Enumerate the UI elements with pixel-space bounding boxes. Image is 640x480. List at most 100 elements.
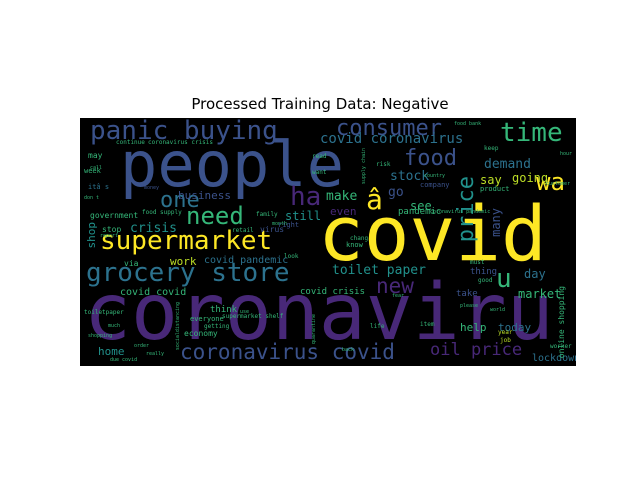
cloud-word: good bbox=[478, 277, 493, 284]
cloud-word: socialdistancing bbox=[175, 302, 181, 351]
cloud-word: economy bbox=[184, 329, 218, 338]
cloud-word: want bbox=[312, 169, 327, 176]
cloud-word: continue bbox=[116, 139, 145, 146]
cloud-word: life bbox=[370, 323, 385, 330]
cloud-word: may bbox=[88, 151, 103, 160]
cloud-word: coronaviru bbox=[84, 268, 554, 358]
cloud-word: food supply bbox=[142, 209, 182, 216]
cloud-word: supermarket shelf bbox=[222, 313, 284, 320]
cloud-word: keep bbox=[484, 145, 499, 152]
cloud-word: toilet paper bbox=[332, 263, 426, 278]
cloud-word: quarantine bbox=[311, 314, 317, 345]
cloud-word: order bbox=[134, 343, 150, 349]
cloud-word: please bbox=[460, 303, 479, 309]
cloud-word: worker bbox=[550, 343, 572, 350]
cloud-word: know bbox=[346, 241, 363, 249]
cloud-word: virus bbox=[260, 225, 285, 234]
cloud-word: help bbox=[460, 321, 487, 334]
cloud-word: covid bbox=[318, 189, 547, 278]
cloud-word: chang bbox=[350, 235, 369, 242]
cloud-word: thing bbox=[470, 267, 498, 277]
cloud-word: money bbox=[144, 185, 160, 191]
cloud-word: report bbox=[100, 233, 119, 239]
cloud-word: coronavirus crisis bbox=[148, 139, 214, 146]
cloud-word: customer bbox=[546, 181, 571, 187]
cloud-word: crisis bbox=[130, 221, 177, 236]
cloud-word: pandemic bbox=[398, 207, 442, 217]
cloud-word: read bbox=[312, 153, 327, 160]
cloud-word: stock bbox=[390, 169, 430, 184]
cloud-word: people bbox=[120, 128, 344, 201]
cloud-word: look bbox=[284, 253, 299, 260]
cloud-word: year bbox=[498, 329, 513, 336]
cloud-word: wa bbox=[536, 168, 565, 196]
cloud-word: government bbox=[90, 211, 139, 220]
cloud-word: due covid bbox=[110, 357, 138, 363]
cloud-word: one bbox=[160, 188, 200, 213]
cloud-word: getting bbox=[204, 323, 230, 330]
cloud-word: â bbox=[366, 183, 383, 216]
cloud-word: time bbox=[500, 118, 563, 148]
cloud-word: shopping bbox=[88, 333, 113, 339]
cloud-word: everyone bbox=[190, 315, 224, 323]
cloud-word: job bbox=[500, 337, 511, 344]
cloud-word: back bbox=[342, 347, 355, 353]
cloud-word: oil price bbox=[430, 340, 523, 360]
cloud-word: world bbox=[490, 307, 506, 313]
cloud-word: toiletpaper bbox=[84, 309, 124, 316]
cloud-word: really bbox=[146, 351, 165, 357]
cloud-word: country bbox=[424, 173, 446, 179]
cloud-word: today bbox=[498, 321, 532, 334]
cloud-word: consumer bbox=[336, 118, 442, 141]
cloud-word: grocery store bbox=[86, 258, 290, 288]
cloud-word: say bbox=[480, 173, 502, 187]
cloud-word: covid pandemic bbox=[204, 255, 289, 266]
cloud-word: see bbox=[410, 199, 432, 213]
cloud-word: business bbox=[178, 189, 231, 202]
cloud-word: new bbox=[376, 274, 414, 298]
cloud-word: supply chain bbox=[361, 148, 367, 185]
cloud-word: right bbox=[278, 221, 300, 229]
chart-title: Processed Training Data: Negative bbox=[191, 95, 449, 113]
cloud-word: supermarket bbox=[100, 226, 273, 256]
cloud-word: many bbox=[489, 208, 503, 237]
cloud-word: take bbox=[456, 289, 478, 299]
cloud-word: think bbox=[210, 305, 238, 315]
cloud-word: call bbox=[90, 165, 103, 171]
cloud-word: risk bbox=[376, 161, 391, 168]
cloud-word: coronavirus covid bbox=[180, 340, 395, 364]
word-cloud: coronaviru covid people supermarket grocery … bbox=[80, 118, 576, 366]
cloud-word: ha bbox=[290, 182, 322, 212]
cloud-word: covid covid bbox=[120, 287, 187, 298]
cloud-word: stop bbox=[102, 225, 122, 234]
cloud-word: fear bbox=[392, 293, 405, 299]
cloud-word: u bbox=[496, 264, 512, 294]
cloud-word: item bbox=[420, 321, 435, 328]
cloud-word: product bbox=[480, 185, 510, 193]
cloud-word: make bbox=[326, 189, 358, 204]
cloud-word: going bbox=[512, 171, 549, 185]
cloud-word: covid coronavirus bbox=[320, 131, 464, 147]
cloud-word: company bbox=[420, 181, 450, 189]
cloud-word: must bbox=[470, 259, 485, 266]
cloud-word: coronavirus pandemic bbox=[430, 209, 491, 215]
cloud-word: panic buying bbox=[90, 118, 278, 146]
cloud-word: even bbox=[330, 205, 357, 218]
cloud-word: covid crisis bbox=[300, 287, 366, 297]
cloud-word: via bbox=[124, 259, 139, 268]
cloud-word: family bbox=[256, 211, 278, 218]
cloud-word: need bbox=[186, 202, 244, 230]
cloud-word: food bbox=[404, 146, 457, 171]
cloud-word: demand bbox=[484, 157, 531, 172]
cloud-word: much bbox=[108, 323, 121, 329]
cloud-word: go bbox=[388, 185, 404, 200]
cloud-word: lockdown bbox=[532, 353, 576, 364]
cloud-word: month bbox=[272, 221, 288, 227]
cloud-word: hour bbox=[560, 151, 573, 157]
cloud-word: retail bbox=[232, 227, 254, 234]
cloud-word: week bbox=[84, 167, 101, 175]
cloud-word: don t bbox=[84, 195, 100, 201]
cloud-word: food bank bbox=[454, 121, 482, 127]
cloud-word: use bbox=[240, 309, 250, 315]
cloud-word: market bbox=[518, 287, 562, 301]
